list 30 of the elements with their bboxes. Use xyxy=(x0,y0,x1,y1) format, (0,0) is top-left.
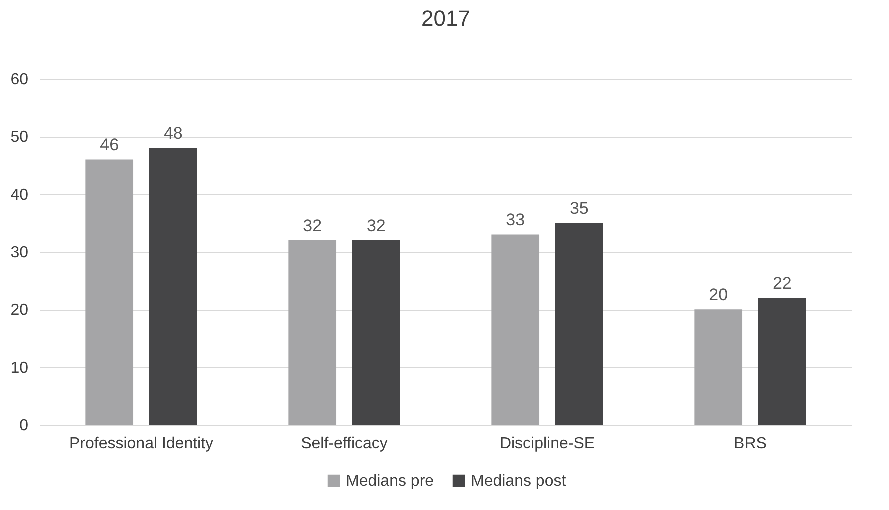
bar xyxy=(86,160,134,425)
y-tick-label: 10 xyxy=(10,360,29,377)
x-tick-label: Discipline-SE xyxy=(500,436,596,452)
bar xyxy=(352,240,400,425)
bar xyxy=(288,240,337,425)
y-tick-label: 50 xyxy=(10,129,29,146)
y-tick-label: 20 xyxy=(10,302,29,320)
data-label: 33 xyxy=(506,210,526,230)
data-label: 32 xyxy=(303,216,322,236)
y-tick-label: 60 xyxy=(10,72,29,88)
x-tick-label: Professional Identity xyxy=(69,436,214,452)
legend-label: Medians pre xyxy=(346,473,434,490)
bar xyxy=(555,223,604,425)
bar xyxy=(149,148,198,425)
data-label: 48 xyxy=(164,124,183,144)
legend-label: Medians post xyxy=(471,473,567,490)
data-label: 22 xyxy=(772,274,792,294)
y-tick-label: 40 xyxy=(10,186,29,204)
data-label: 20 xyxy=(709,286,728,305)
data-label: 46 xyxy=(100,136,120,155)
x-tick-label: Self-efficacy xyxy=(301,436,388,452)
bar xyxy=(758,298,806,425)
bar xyxy=(492,234,540,425)
data-label: 35 xyxy=(570,199,589,218)
y-tick-label: 30 xyxy=(10,244,29,262)
bar xyxy=(694,310,743,425)
chart-title: 2017 xyxy=(422,6,470,31)
x-tick-label: BRS xyxy=(734,436,767,452)
y-tick-label: 0 xyxy=(20,418,29,434)
data-label: 32 xyxy=(366,216,386,236)
